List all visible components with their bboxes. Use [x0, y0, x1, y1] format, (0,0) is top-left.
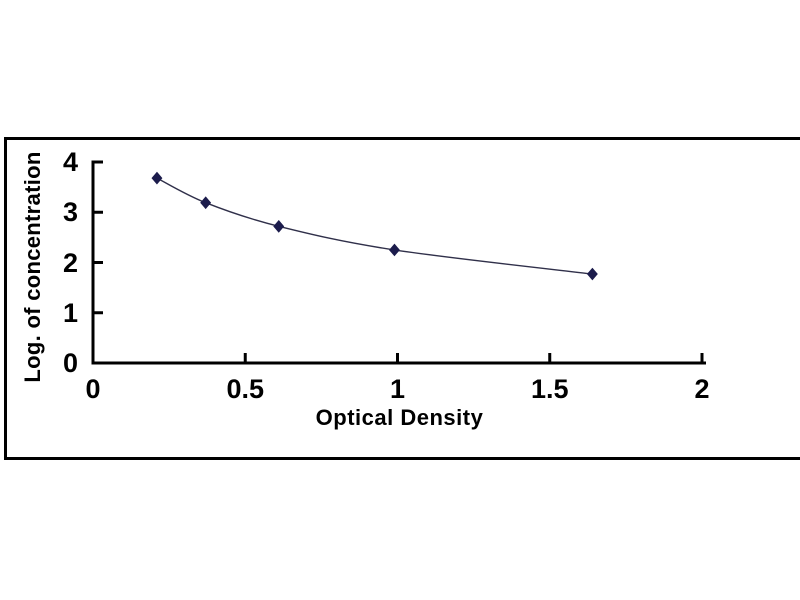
x-tick-label: 0.5: [226, 374, 265, 404]
x-axis-label: Optical Density: [315, 405, 484, 430]
data-point-marker: [200, 196, 212, 210]
data-point-marker: [388, 243, 400, 257]
x-tick-label: 2: [694, 374, 710, 404]
data-point-marker: [273, 219, 285, 233]
axes: [91, 160, 706, 365]
chart-frame: [4, 137, 800, 460]
data-point-marker: [151, 171, 163, 185]
x-tick-label: 0: [85, 374, 101, 404]
data-point-marker: [586, 267, 598, 281]
y-tick-label: 2: [62, 247, 78, 278]
y-tick-label: 1: [62, 297, 78, 328]
y-tick-label: 3: [62, 197, 78, 228]
data-series: [151, 171, 598, 281]
y-tick-label: 4: [62, 147, 78, 177]
y-tick-label: 0: [62, 348, 78, 378]
x-tick-label: 1.5: [530, 374, 569, 404]
y-axis-label: Log. of concentration: [20, 151, 45, 383]
x-tick-label: 1: [389, 374, 406, 404]
